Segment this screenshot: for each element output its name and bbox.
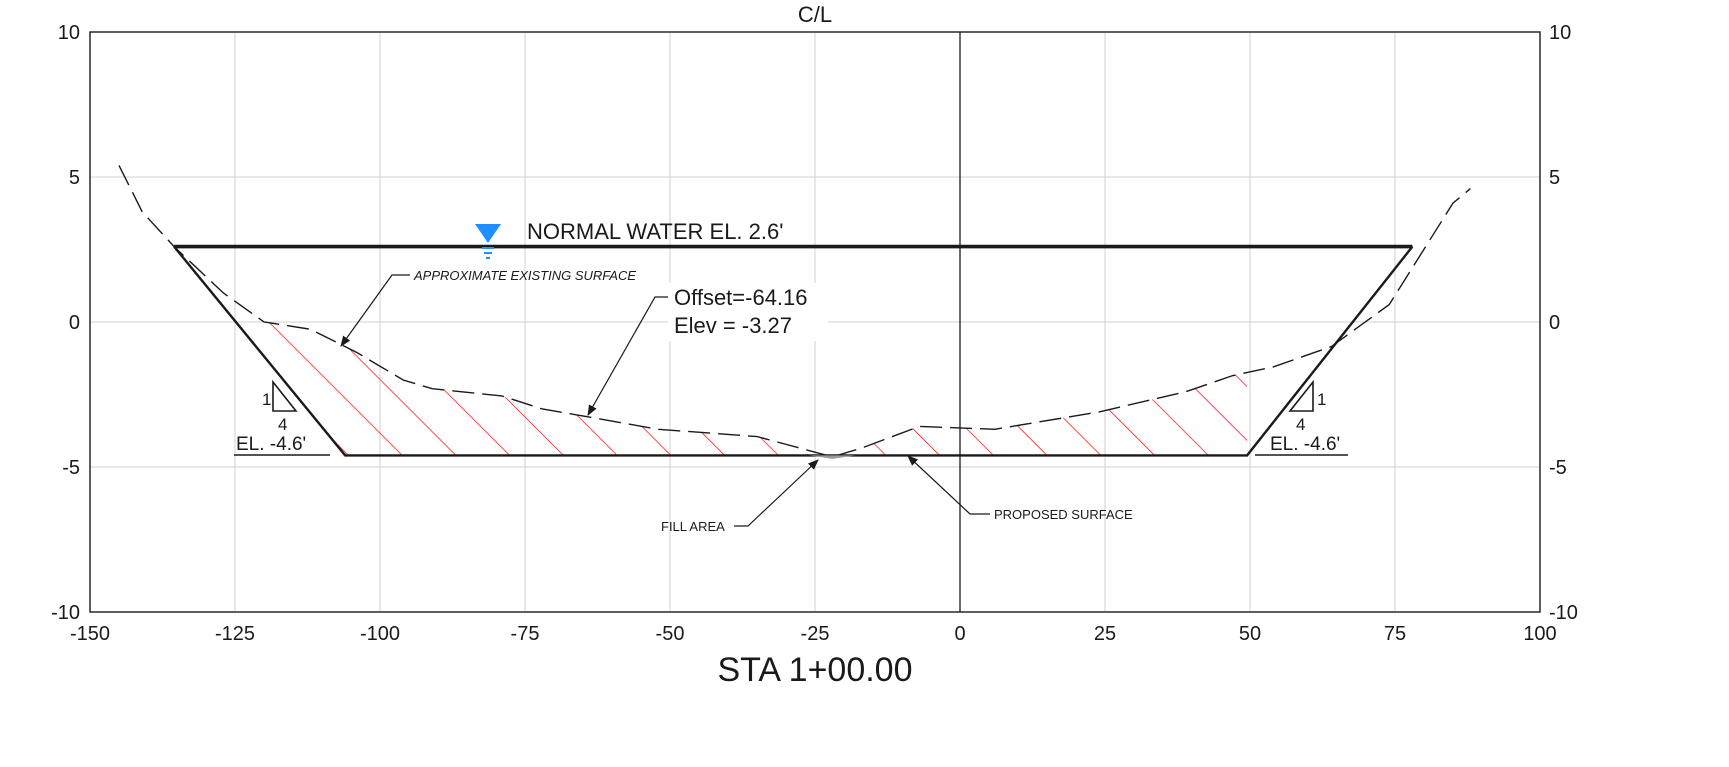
proposed-surface-label: PROPOSED SURFACE (994, 507, 1133, 522)
y-tick-label-left: -5 (62, 457, 80, 479)
point-label-elev: Elev = -3.27 (674, 313, 792, 338)
centerline-label: C/L (798, 2, 832, 27)
water-level-symbol-icon (475, 224, 501, 259)
left-slope-run: 4 (278, 415, 287, 434)
point-label-offset: Offset=-64.16 (674, 285, 808, 310)
x-tick-label: 50 (1239, 623, 1261, 645)
x-tick-label: 25 (1094, 623, 1116, 645)
surface-layer (118, 165, 1471, 459)
existing-surface-leader (340, 274, 410, 347)
y-tick-label-right: -5 (1549, 457, 1567, 479)
x-tick-label: 75 (1384, 623, 1406, 645)
hatch-layer (174, 246, 1248, 457)
x-tick-label: -125 (215, 623, 255, 645)
point-label-leader (587, 296, 670, 416)
existing-surface-line (118, 165, 1471, 458)
x-tick-label: -50 (656, 623, 685, 645)
right-slope-triangle-icon (1288, 379, 1314, 412)
y-tick-label-right: 5 (1549, 167, 1560, 189)
left-slope-triangle-icon (272, 379, 298, 412)
right-slope-rise: 1 (1317, 390, 1326, 409)
y-tick-label-left: 0 (69, 312, 80, 334)
x-tick-label: -150 (70, 623, 110, 645)
cut-area-hatch (174, 246, 1248, 457)
tick-labels: -150 -125 -100 -75 -50 -25 0 25 50 75 1001050-5-10… (51, 22, 1578, 645)
y-tick-label-left: 10 (58, 22, 80, 44)
water-level-label: NORMAL WATER EL. 2.6' (527, 219, 783, 244)
x-tick-label: -100 (360, 623, 400, 645)
proposed-surface-line (173, 245, 1414, 457)
fill-area-shape (809, 455, 856, 459)
left-slope-rise: 1 (262, 390, 271, 409)
x-tick-label: 100 (1523, 623, 1556, 645)
existing-surface-label: APPROXIMATE EXISTING SURFACE (413, 268, 636, 283)
fill-area-label: FILL AREA (661, 519, 725, 534)
y-tick-label-left: -10 (51, 602, 80, 624)
x-tick-label: -75 (511, 623, 540, 645)
plot-frame (89, 31, 1541, 613)
right-elevation-label: EL. -4.6' (1270, 434, 1340, 455)
right-slope-run: 4 (1296, 415, 1305, 434)
y-tick-label-right: -10 (1549, 602, 1578, 624)
y-tick-label-right: 0 (1549, 312, 1560, 334)
fill-area-leader (734, 459, 819, 527)
y-tick-label-right: 10 (1549, 22, 1571, 44)
station-label: STA 1+00.00 (717, 651, 912, 689)
point-label-background (668, 283, 828, 341)
x-tick-label: -25 (801, 623, 830, 645)
y-tick-label-left: 5 (69, 167, 80, 189)
left-elevation-label: EL. -4.6' (236, 434, 306, 455)
x-tick-label: 0 (954, 623, 965, 645)
proposed-surface-leader (907, 455, 990, 515)
